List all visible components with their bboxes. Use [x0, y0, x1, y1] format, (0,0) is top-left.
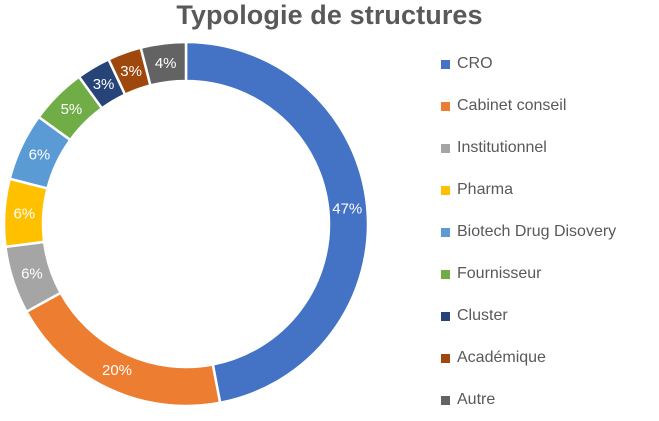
legend-label: Pharma [457, 181, 514, 198]
legend-label: Cabinet conseil [457, 97, 567, 114]
slice-data-label: 6% [13, 205, 35, 222]
legend-label: CRO [457, 55, 493, 72]
legend-label: Institutionnel [457, 139, 547, 156]
slice-data-label: 20% [102, 362, 132, 379]
legend-swatch [441, 185, 450, 195]
slice-data-label: 47% [332, 200, 362, 217]
legend-item: Pharma [441, 169, 616, 211]
legend-swatch [441, 227, 450, 237]
slice-data-label: 3% [120, 63, 142, 80]
legend-swatch [441, 269, 450, 279]
slice-data-label: 6% [29, 147, 51, 164]
slice-data-label: 4% [155, 55, 177, 72]
legend-item: Fournisseur [441, 253, 616, 295]
donut-slice-0 [184, 40, 370, 405]
legend-item: CRO [441, 43, 616, 85]
legend-swatch [441, 353, 450, 363]
donut-slice-1 [24, 291, 222, 408]
legend-item: Institutionnel [441, 127, 616, 169]
legend-item: Cluster [441, 295, 616, 337]
legend-swatch [441, 311, 450, 321]
legend-label: Académique [457, 349, 546, 366]
legend-swatch [441, 143, 450, 153]
donut-slice-8 [139, 40, 188, 88]
legend-label: Biotech Drug Disovery [457, 223, 617, 240]
legend-item: Académique [441, 337, 616, 379]
legend-item: Biotech Drug Disovery [441, 211, 616, 253]
legend-label: Autre [457, 391, 496, 408]
chart-legend: CRO Cabinet conseil Institutionnel Pharma Bi… [441, 43, 616, 421]
legend-label: Fournisseur [457, 265, 542, 282]
legend-swatch [441, 395, 450, 405]
slice-data-label: 6% [21, 266, 43, 283]
chart-title: Typologie de structures [176, 0, 483, 30]
legend-label: Cluster [457, 307, 508, 324]
legend-item: Autre [441, 379, 616, 421]
legend-swatch [441, 101, 450, 111]
slice-data-label: 3% [93, 76, 115, 93]
legend-swatch [441, 59, 450, 69]
slice-data-label: 5% [61, 101, 83, 118]
legend-item: Cabinet conseil [441, 85, 616, 127]
